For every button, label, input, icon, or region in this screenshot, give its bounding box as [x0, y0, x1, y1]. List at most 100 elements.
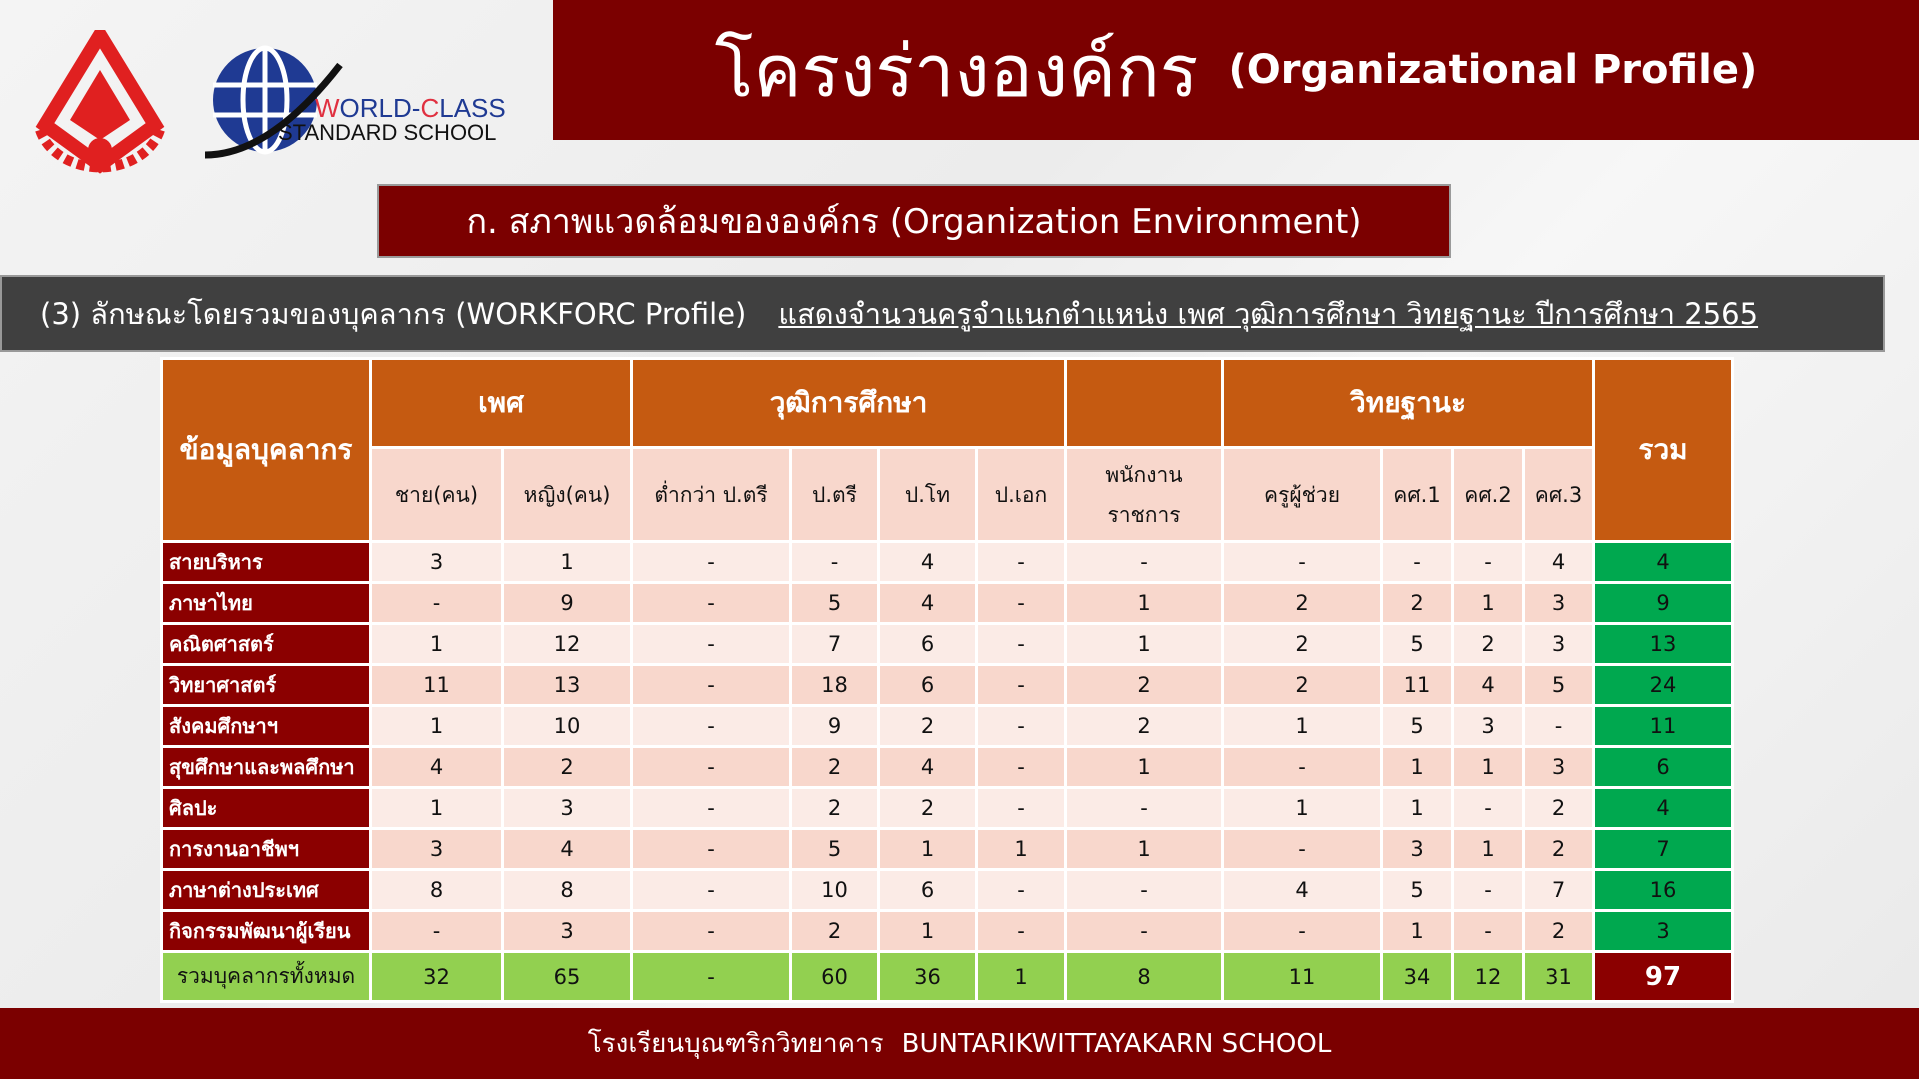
table-cell: 6 — [877, 622, 978, 666]
table-cell: - — [1451, 786, 1526, 830]
table-row: สังคมศึกษาฯ 1 10-9 2-2 1 5 3-11 — [160, 704, 1735, 748]
table-cell: - — [1064, 909, 1225, 953]
row-total: 16 — [1592, 868, 1735, 912]
total-cell: 12 — [1451, 950, 1526, 1003]
table-cell: 3 — [1451, 704, 1526, 748]
total-cell: 31 — [1522, 950, 1596, 1003]
table-row: สายบริหาร 3 1- -4- - - - -4 4 — [160, 540, 1735, 584]
table-cell: - — [630, 704, 792, 748]
school-emblem-logo — [35, 30, 165, 174]
table-cell: 3 — [1522, 581, 1596, 625]
table-cell: 2 — [1522, 786, 1596, 830]
table-cell: 1 — [1064, 581, 1225, 625]
total-cell: 65 — [501, 950, 633, 1003]
column-header: ป.ตรี — [789, 446, 880, 543]
header-gender: เพศ — [369, 357, 633, 449]
table-cell: 4 — [1522, 540, 1596, 584]
table-cell: 1 — [1064, 622, 1225, 666]
table-row: สุขศึกษาและพลศึกษา 4 2-2 4-1-1 1 3 6 — [160, 745, 1735, 789]
row-label: ภาษาไทย — [160, 581, 372, 625]
table-cell: 2 — [1064, 704, 1225, 748]
row-label: สังคมศึกษาฯ — [160, 704, 372, 748]
table-cell: 4 — [877, 581, 978, 625]
svg-text:STANDARD SCHOOL: STANDARD SCHOOL — [278, 120, 496, 145]
total-cell: 34 — [1380, 950, 1455, 1003]
table-cell: - — [974, 909, 1068, 953]
table-cell: 1 — [974, 827, 1068, 871]
table-cell: - — [630, 745, 792, 789]
table-cell: - — [630, 540, 792, 584]
table-cell: - — [1221, 909, 1384, 953]
page-title-thai: โครงร่างองค์กร — [714, 28, 1199, 113]
table-cell: 3 — [1522, 622, 1596, 666]
row-total: 24 — [1592, 663, 1735, 707]
table-cell: 2 — [1221, 622, 1384, 666]
table-cell: 4 — [1221, 868, 1384, 912]
workforce-table: ข้อมูลบุคลากร เพศ วุฒิการศึกษา วิทยฐานะ … — [160, 357, 1735, 1003]
row-total: 4 — [1592, 540, 1735, 584]
table-cell: - — [789, 540, 880, 584]
row-label: กิจกรรมพัฒนาผู้เรียน — [160, 909, 372, 953]
table-cell: 3 — [369, 827, 504, 871]
footer: โรงเรียนบุณฑริกวิทยาคาร BUNTARIKWITTAYAK… — [0, 1008, 1919, 1079]
row-total: 13 — [1592, 622, 1735, 666]
footer-school-english: BUNTARIKWITTAYAKARN SCHOOL — [901, 1028, 1332, 1059]
table-cell: 2 — [789, 909, 880, 953]
section-title: ก. สภาพแวดล้อมขององค์กร (Organization En… — [377, 184, 1451, 258]
totals-row: รวมบุคลากรทั้งหมด 32 65-60 36 1 8 11 34 12 31 97 — [160, 950, 1735, 1003]
table-row: ภาษาต่างประเทศ 8 8-10 6- -4 5-7 16 — [160, 868, 1735, 912]
table-cell: 11 — [1380, 663, 1455, 707]
table-cell: - — [369, 581, 504, 625]
table-cell: 2 — [789, 745, 880, 789]
table-cell: 2 — [1451, 622, 1526, 666]
table-cell: - — [630, 581, 792, 625]
table-cell: 5 — [1380, 704, 1455, 748]
table-cell: 7 — [1522, 868, 1596, 912]
table-cell: 9 — [789, 704, 880, 748]
table-cell: - — [1522, 704, 1596, 748]
column-header: ป.เอก — [974, 446, 1068, 543]
table-cell: 11 — [369, 663, 504, 707]
table-cell: 1 — [501, 540, 633, 584]
table-cell: - — [974, 581, 1068, 625]
table-cell: 4 — [877, 745, 978, 789]
table-cell: 1 — [877, 909, 978, 953]
table-cell: - — [369, 909, 504, 953]
table-cell: - — [1064, 540, 1225, 584]
total-cell: - — [630, 950, 792, 1003]
table-cell: - — [1451, 540, 1526, 584]
table-cell: 4 — [369, 745, 504, 789]
table-cell: 8 — [369, 868, 504, 912]
table-cell: 1 — [1064, 745, 1225, 789]
table-row: ภาษาไทย -9-5 4-1 2 2 1 3 9 — [160, 581, 1735, 625]
table-cell: 1 — [1380, 745, 1455, 789]
column-header: คศ.2 — [1451, 446, 1526, 543]
table-cell: 1 — [1221, 786, 1384, 830]
table-cell: 2 — [1522, 909, 1596, 953]
table-cell: 10 — [501, 704, 633, 748]
table-cell: - — [974, 540, 1068, 584]
total-cell: 11 — [1221, 950, 1384, 1003]
row-label: การงานอาชีพฯ — [160, 827, 372, 871]
table-cell: 5 — [1522, 663, 1596, 707]
world-class-standard-school-logo: WORLD-CLASS STANDARD SCHOOL — [204, 45, 506, 159]
table-cell: 2 — [501, 745, 633, 789]
row-total: 6 — [1592, 745, 1735, 789]
row-total: 11 — [1592, 704, 1735, 748]
header-staff-info: ข้อมูลบุคลากร — [160, 357, 372, 543]
table-cell: 2 — [1380, 581, 1455, 625]
table-cell: 13 — [501, 663, 633, 707]
table-cell: 3 — [1380, 827, 1455, 871]
table-cell: 2 — [877, 704, 978, 748]
table-cell: 2 — [1522, 827, 1596, 871]
table-cell: 7 — [789, 622, 880, 666]
table-cell: 1 — [1451, 827, 1526, 871]
table-cell: 5 — [789, 581, 880, 625]
table-cell: 1 — [1451, 581, 1526, 625]
table-cell: 1 — [1451, 745, 1526, 789]
table-cell: 1 — [369, 786, 504, 830]
table-cell: 5 — [1380, 622, 1455, 666]
table-cell: 8 — [501, 868, 633, 912]
row-label: วิทยาศาสตร์ — [160, 663, 372, 707]
table-cell: - — [630, 622, 792, 666]
